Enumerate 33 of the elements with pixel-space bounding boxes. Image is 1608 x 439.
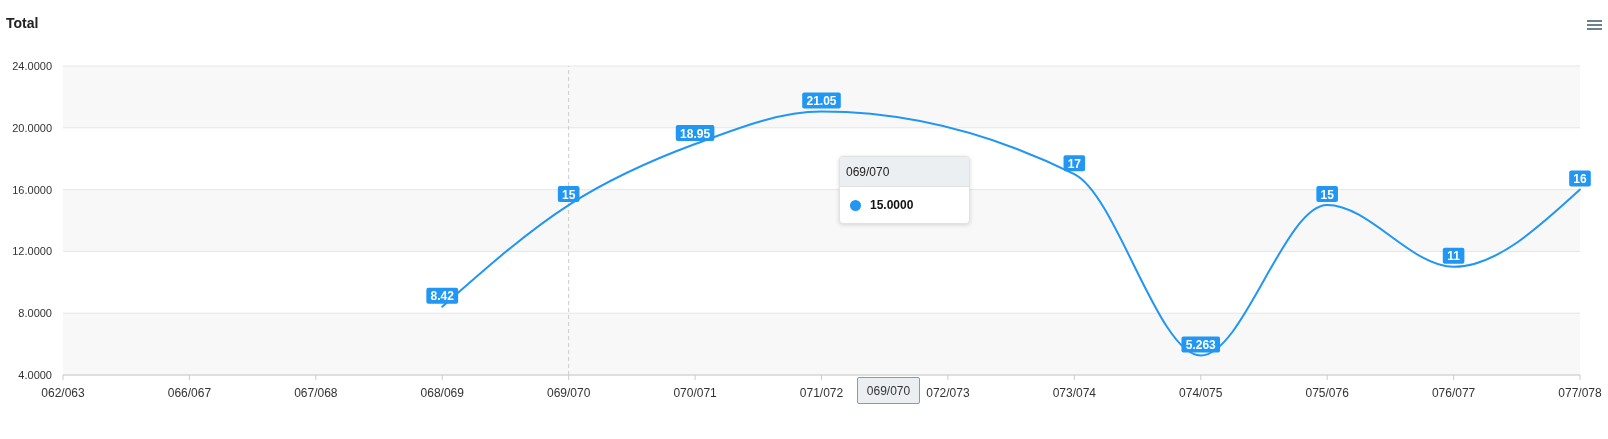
x-tick-label: 076/077 <box>1431 385 1476 400</box>
x-tick-label: 074/075 <box>1179 385 1223 400</box>
y-tick-label: 8.0000 <box>18 307 52 320</box>
data-label: 21.05 <box>806 94 837 109</box>
annotation: 069/070 <box>846 164 890 179</box>
data-label: 8.42 <box>430 289 455 304</box>
data-label: 5.263 <box>1185 337 1217 352</box>
x-tick-label: 069/070 <box>546 385 591 400</box>
x-tick-label: 075/076 <box>1305 385 1350 400</box>
y-tick-label: 16.0000 <box>12 183 52 196</box>
y-tick-label: 4.0000 <box>18 368 52 381</box>
x-tick-label: 071/072 <box>799 385 844 400</box>
pointer-label: 069/070 <box>857 377 920 404</box>
data-label: 18.95 <box>680 126 711 141</box>
x-tick-label: 073/074 <box>1052 385 1097 400</box>
chart-title: Total <box>6 15 39 32</box>
x-tick-label: 066/067 <box>167 385 212 400</box>
data-label: 11 <box>1447 249 1461 264</box>
x-tick-label: 070/071 <box>673 385 718 400</box>
y-tick-label: 24.0000 <box>12 59 52 72</box>
y-tick-label: 20.0000 <box>12 121 52 134</box>
data-label: 15 <box>561 187 576 202</box>
x-tick-label: 062/063 <box>41 385 86 400</box>
x-tick-label: 072/073 <box>926 385 970 400</box>
y-tick-label: 12.0000 <box>12 245 52 258</box>
annotation: 15.0000 <box>870 198 914 212</box>
tooltip: 069/070 15.0000 <box>839 156 970 224</box>
x-tick-label: 068/069 <box>420 385 465 400</box>
data-label: 17 <box>1067 156 1082 171</box>
x-tick-label: 067/068 <box>294 385 338 400</box>
x-tick-label: 077/078 <box>1558 385 1603 400</box>
data-label: 15 <box>1320 187 1335 202</box>
data-label: 16 <box>1573 172 1587 187</box>
